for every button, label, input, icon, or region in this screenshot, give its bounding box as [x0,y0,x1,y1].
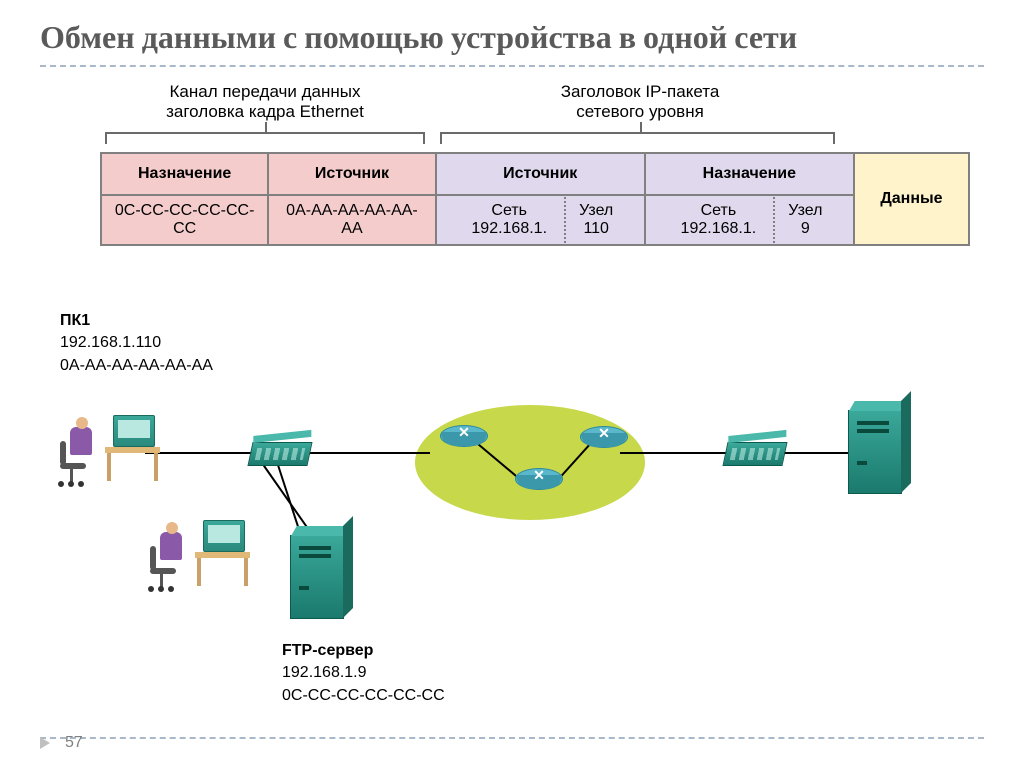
hdr-eth-src: Источник [268,153,435,195]
server-icon [848,410,902,494]
ip-src-host-label: Узел [579,202,613,219]
page-arrow-icon [40,737,50,749]
pc1-ip: 192.168.1.110 [60,334,161,351]
router-icon [580,426,628,448]
bracket-container: Канал передачи данных заголовка кадра Et… [100,82,970,152]
bracket-eth-shape [105,132,425,144]
bracket-ip-label: Заголовок IP-пакета сетевого уровня [455,82,825,123]
ftp-info: FTP-сервер 192.168.1.9 0C-CC-CC-CC-CC-CC [282,640,445,707]
slide-title: Обмен данными с помощью устройства в одн… [40,20,984,57]
ip-dest-host-label: Узел [788,202,822,219]
ip-src-net-val: 192.168.1. [471,220,547,237]
ftp-ip: 192.168.1.9 [282,664,367,681]
ip-src-net-label: Сеть [491,202,527,219]
eth-src-mac: 0A-AA-AA-AA-AA-AA [282,202,422,238]
ip-src-host-val: 110 [583,220,609,237]
ip-dest-host-val: 9 [801,220,810,237]
bracket-eth-line2: заголовка кадра Ethernet [166,102,364,121]
val-ip-dest: Сеть 192.168.1. Узел 9 [645,195,854,245]
wire [620,452,730,454]
wire [145,452,255,454]
bracket-eth-line1: Канал передачи данных [170,82,361,101]
wire [310,452,430,454]
packet-table: Назначение Источник Источник Назначение … [100,152,970,246]
bracket-ip-line1: Заголовок IP-пакета [561,82,720,101]
pc1-info: ПК1 192.168.1.110 0A-AA-AA-AA-AA-AA [60,310,213,377]
bracket-ethernet-label: Канал передачи данных заголовка кадра Et… [105,82,425,123]
network-diagram [60,390,930,670]
bracket-ip-line2: сетевого уровня [576,102,704,121]
router-icon [515,468,563,490]
divider-top [40,65,984,67]
workstation-icon [60,415,155,495]
ip-dest-net-val: 192.168.1. [681,220,757,237]
hdr-ip-src: Источник [436,153,645,195]
bracket-eth-stem [265,122,267,132]
pc1-name: ПК1 [60,312,90,329]
val-eth-src: 0A-AA-AA-AA-AA-AA [268,195,435,245]
page-number: 57 [65,734,83,752]
val-eth-dest: 0C-CC-CC-CC-CC-CC [101,195,268,245]
server-icon [290,535,344,619]
pc1-mac: 0A-AA-AA-AA-AA-AA [60,357,213,374]
switch-icon [247,442,312,466]
bracket-ip-shape [440,132,835,144]
eth-dest-mac: 0C-CC-CC-CC-CC-CC [115,202,255,238]
workstation-icon [150,520,245,600]
hdr-eth-dest: Назначение [101,153,268,195]
wire [784,452,849,454]
cloud-icon [415,405,645,520]
ip-dest-net-label: Сеть [701,202,737,219]
cell-data: Данные [854,153,969,245]
switch-icon [722,442,787,466]
val-ip-src: Сеть 192.168.1. Узел 110 [436,195,645,245]
router-icon [440,425,488,447]
divider-bottom [40,737,984,739]
ftp-mac: 0C-CC-CC-CC-CC-CC [282,687,445,704]
ftp-name: FTP-сервер [282,642,373,659]
hdr-ip-dest: Назначение [645,153,854,195]
bracket-ip-stem [640,122,642,132]
